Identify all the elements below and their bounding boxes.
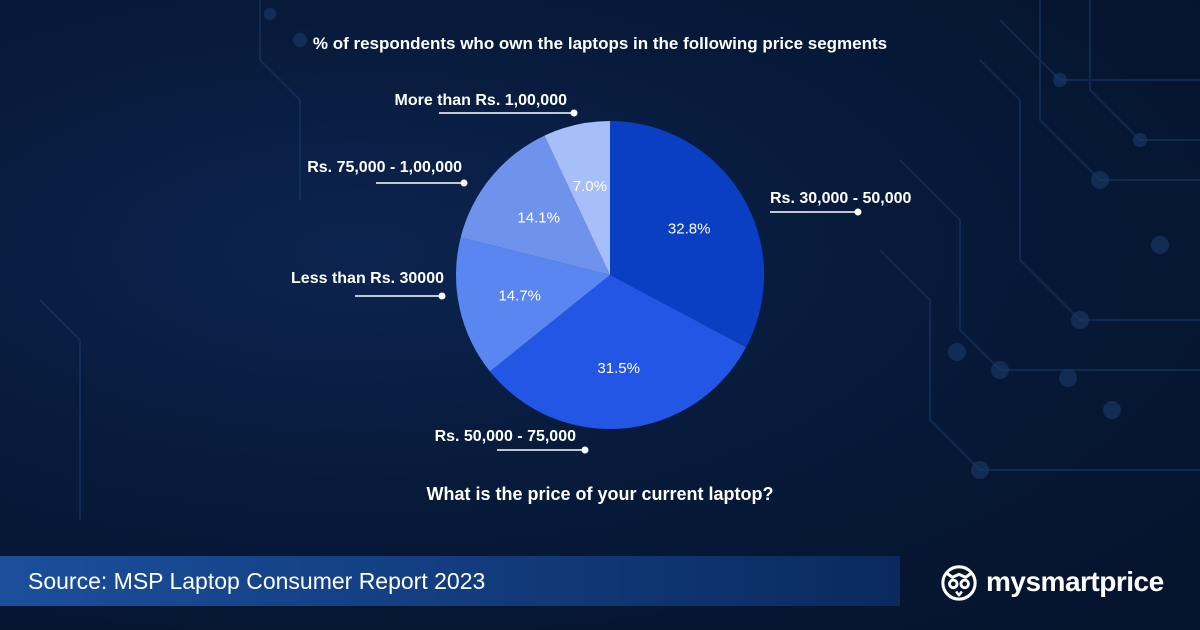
leader-dot-less-than-rs-30000 — [438, 292, 446, 300]
chart-subtitle: What is the price of your current laptop… — [426, 484, 774, 504]
data-label-rs-75-000-1-00-000: 14.1% — [517, 209, 560, 226]
data-label-rs-30-000-50-000: 32.8% — [668, 220, 711, 237]
pie-slice-less-than-rs-30000 — [456, 237, 610, 372]
chart-title: % of respondents who own the laptops in … — [312, 34, 888, 53]
source-text: Source: MSP Laptop Consumer Report 2023 — [28, 568, 486, 594]
category-label-more-than-rs-1-00-000: More than Rs. 1,00,000 — [394, 92, 567, 109]
leader-dot-more-than-rs-1-00-000 — [570, 109, 578, 117]
category-label-rs-50-000-75-000: Rs. 50,000 - 75,000 — [435, 428, 577, 445]
owl-logo-icon — [941, 565, 977, 601]
data-label-more-than-rs-1-00-000: 7.0% — [573, 178, 607, 195]
pie-slice-rs-50-000-75-000 — [489, 275, 747, 429]
leader-dot-rs-50-000-75-000 — [581, 446, 589, 454]
pie-slice-rs-75-000-1-00-000 — [460, 135, 610, 275]
data-label-rs-50-000-75-000: 31.5% — [597, 360, 640, 377]
brand-logo[interactable]: mysmartprice — [940, 562, 1164, 602]
data-label-less-than-rs-30000: 14.7% — [498, 288, 541, 305]
leader-dot-rs-30-000-50-000 — [854, 208, 862, 216]
pie-slice-more-than-rs-1-00-000 — [544, 121, 610, 275]
category-label-less-than-rs-30000: Less than Rs. 30000 — [291, 270, 444, 287]
pie-slice-rs-30-000-50-000 — [610, 121, 764, 348]
category-label-rs-30-000-50-000: Rs. 30,000 - 50,000 — [770, 190, 912, 207]
brand-name: mysmartprice — [986, 566, 1164, 597]
leader-dot-rs-75-000-1-00-000 — [460, 179, 468, 187]
source-bar: Source: MSP Laptop Consumer Report 2023 — [0, 556, 900, 606]
category-label-rs-75-000-1-00-000: Rs. 75,000 - 1,00,000 — [307, 159, 462, 176]
